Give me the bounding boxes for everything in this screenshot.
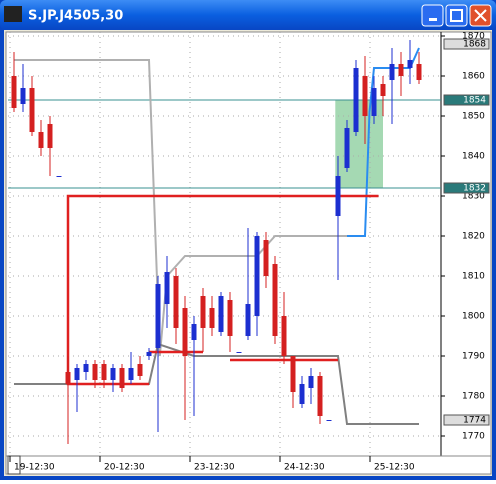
- candle-body: [101, 364, 107, 380]
- candle-body: [371, 88, 377, 116]
- price-marker: [443, 182, 490, 194]
- price-marker-label: 1832: [463, 184, 486, 194]
- title-bar: [0, 0, 496, 30]
- maximize-button[interactable]: [445, 4, 468, 27]
- candle-body: [83, 364, 89, 372]
- y-tick-label: 1810: [462, 272, 485, 282]
- y-tick-label: 1840: [462, 152, 485, 162]
- candle-body: [74, 368, 80, 380]
- y-tick-label: 1850: [462, 112, 485, 122]
- x-axis-area: [5, 455, 492, 475]
- candle-body: [416, 64, 422, 80]
- candle-body: [272, 264, 278, 336]
- indicator-line: [14, 59, 347, 357]
- candle-body: [326, 420, 332, 421]
- candle-body: [398, 64, 404, 76]
- candle-body: [92, 364, 98, 380]
- candle-body: [200, 296, 206, 328]
- x-tick-label: 24-12:30: [284, 463, 325, 473]
- candle-body: [236, 352, 242, 353]
- y-tick-label: 1780: [462, 392, 485, 402]
- candle-body: [335, 176, 341, 216]
- candle-body: [344, 128, 350, 168]
- minimize-icon: [429, 18, 437, 21]
- candle-body: [65, 372, 71, 384]
- indicator-line: [66, 194, 379, 386]
- y-tick-label: 1860: [462, 72, 485, 82]
- candle-body: [38, 132, 44, 148]
- y-tick-label: 1770: [462, 432, 485, 442]
- x-tick-label: 20-12:30: [104, 463, 145, 473]
- x-tick-label: 25-12:30: [374, 463, 415, 473]
- candle-body: [245, 304, 251, 336]
- candle-body: [317, 376, 323, 416]
- candle-body: [308, 376, 314, 388]
- scroll-box[interactable]: [7, 455, 21, 475]
- candle-body: [119, 368, 125, 388]
- maximize-icon: [450, 9, 463, 22]
- app-icon: [4, 6, 22, 22]
- candle-body: [128, 368, 134, 380]
- y-tick-label: 1830: [462, 192, 485, 202]
- y-tick-label: 1790: [462, 352, 485, 362]
- candle-body: [56, 176, 62, 177]
- candle-body: [209, 308, 215, 328]
- candle-body: [146, 352, 152, 356]
- candle-body: [389, 64, 395, 80]
- candle-body: [47, 124, 53, 148]
- price-marker: [443, 414, 490, 426]
- candle-body: [191, 324, 197, 340]
- candle-body: [182, 308, 188, 356]
- close-icon: [474, 9, 487, 22]
- price-marker: [443, 94, 490, 106]
- window-title: S.JP.J4505,30: [28, 9, 123, 24]
- candle-body: [362, 76, 368, 116]
- candle-body: [164, 272, 170, 304]
- price-marker: [443, 38, 490, 50]
- candle-body: [155, 284, 161, 348]
- minimize-button[interactable]: [421, 4, 444, 27]
- candle-body: [290, 356, 296, 392]
- x-tick-label: 23-12:30: [194, 463, 235, 473]
- candle-body: [299, 384, 305, 404]
- price-marker-label: 1774: [463, 416, 486, 426]
- candle-body: [281, 316, 287, 356]
- candle-body: [11, 76, 17, 108]
- y-tick-label: 1870: [462, 32, 485, 42]
- price-marker-label: 1854: [463, 96, 486, 106]
- x-tick-label: 19-12:30: [14, 463, 55, 473]
- candle-body: [254, 236, 260, 316]
- y-tick-label: 1800: [462, 312, 485, 322]
- candle-body: [29, 88, 35, 132]
- candle-body: [137, 364, 143, 376]
- candle-body: [20, 88, 26, 104]
- candle-body: [380, 84, 386, 96]
- price-marker-label: 1868: [463, 40, 486, 50]
- candle-body: [227, 300, 233, 336]
- candle-body: [407, 60, 413, 68]
- candle-body: [110, 368, 116, 380]
- y-tick-label: 1820: [462, 232, 485, 242]
- candle-body: [353, 68, 359, 132]
- candle-body: [263, 240, 269, 276]
- candle-body: [218, 296, 224, 332]
- candle-body: [173, 276, 179, 328]
